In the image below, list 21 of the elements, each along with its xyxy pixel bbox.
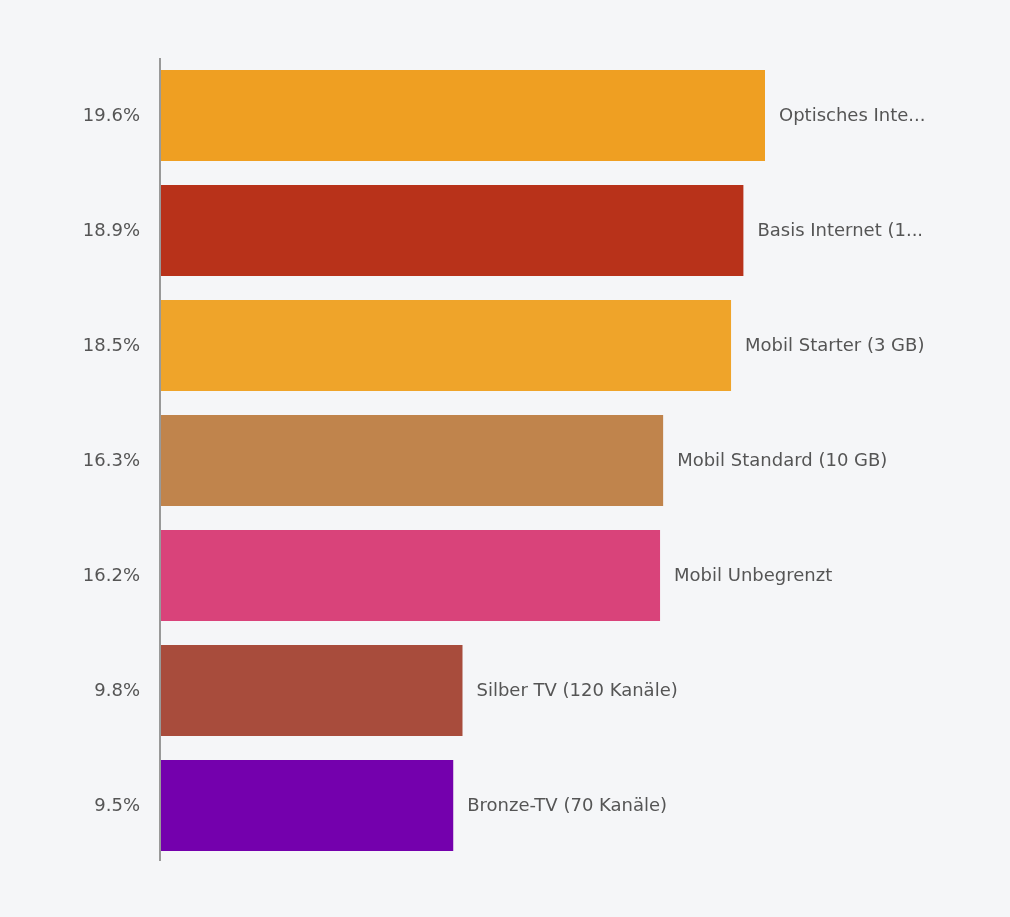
y-tick-label: Bronze-TV (70 Kanäle) bbox=[467, 793, 668, 815]
bar bbox=[160, 70, 765, 161]
y-tick-label: Mobil Standard (10 GB) bbox=[677, 448, 888, 470]
y-tick-label: Silber TV (120 Kanäle) bbox=[476, 678, 678, 700]
y-tick-label: Mobil Unbegrenzt bbox=[674, 563, 833, 585]
bar bbox=[160, 415, 664, 506]
bar bbox=[160, 185, 744, 276]
data-label: 16.2% bbox=[82, 563, 140, 585]
y-tick-label: Mobil Starter (3 GB) bbox=[745, 333, 925, 355]
y-tick-label: Basis Internet (1... bbox=[757, 218, 924, 240]
bar bbox=[160, 645, 463, 736]
data-label: 18.9% bbox=[82, 218, 140, 240]
data-label: 18.5% bbox=[82, 333, 140, 355]
data-label: 9.8% bbox=[94, 678, 140, 700]
y-tick-label: Optisches Inte... bbox=[779, 103, 926, 125]
bar bbox=[160, 530, 661, 621]
bar bbox=[160, 760, 454, 851]
data-label: 16.3% bbox=[82, 448, 140, 470]
data-label: 19.6% bbox=[82, 103, 140, 125]
bar bbox=[160, 300, 732, 391]
data-label: 9.5% bbox=[94, 793, 140, 815]
